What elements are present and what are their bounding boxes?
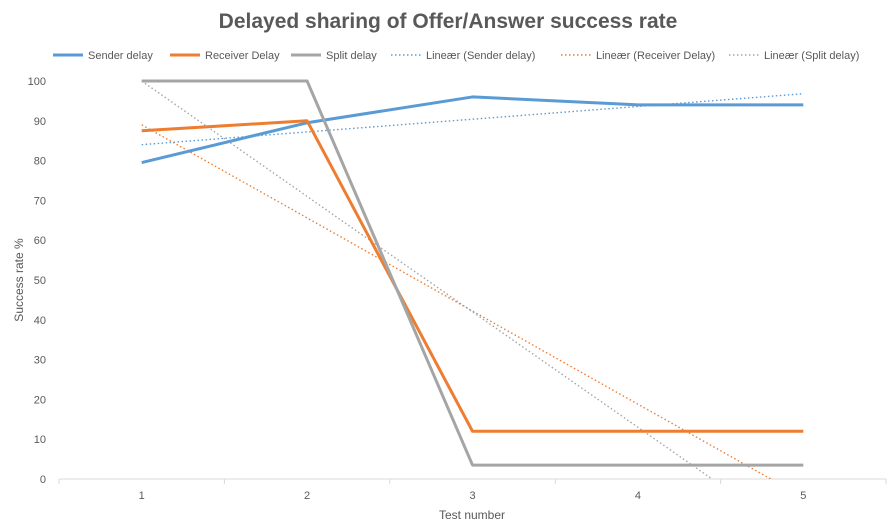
x-tick-label: 2 <box>304 490 310 502</box>
x-tick-label: 5 <box>800 490 806 502</box>
y-tick-label: 60 <box>34 235 46 247</box>
series-line-receiver-delay <box>141 119 804 433</box>
trendline-line-r-receiver-delay <box>141 124 773 479</box>
legend-label: Split delay <box>326 50 377 62</box>
y-tick-label: 40 <box>34 315 46 327</box>
legend-label: Lineær (Receiver Delay) <box>596 50 715 62</box>
y-tick-label: 90 <box>34 116 46 128</box>
legend-label: Lineær (Split delay) <box>764 50 859 62</box>
legend-label: Sender delay <box>88 50 153 62</box>
legend-label: Lineær (Sender delay) <box>426 50 535 62</box>
y-tick-label: 10 <box>34 434 46 446</box>
trendline-line-r-sender-delay <box>141 93 804 146</box>
y-tick-label: 0 <box>40 474 46 486</box>
y-tick-label: 70 <box>34 195 46 207</box>
legend: Sender delay Receiver Delay Split delay Lin… <box>53 50 859 62</box>
legend-item: Lineær (Sender delay) <box>391 50 535 62</box>
y-tick-label: 50 <box>34 275 46 287</box>
y-tick-label: 30 <box>34 355 46 367</box>
legend-item: Sender delay <box>53 50 153 62</box>
x-tick-label: 4 <box>635 490 641 502</box>
x-axis-label: Test number <box>439 508 505 522</box>
legend-item: Split delay <box>291 50 377 62</box>
series-line-sender-delay <box>141 95 804 165</box>
x-tick-label: 1 <box>139 490 145 502</box>
x-axis-ticks: 1 2 3 4 5 <box>58 479 887 502</box>
chart-title: Delayed sharing of Offer/Answer success … <box>219 10 678 33</box>
series-line-split-delay <box>141 79 804 467</box>
x-tick-label: 3 <box>469 490 475 502</box>
y-tick-label: 20 <box>34 394 46 406</box>
y-axis-label: Success rate % <box>12 238 26 322</box>
y-axis-ticks: 0 10 20 30 40 50 60 70 80 90 100 <box>28 76 46 486</box>
series-lines <box>141 79 804 467</box>
legend-label: Receiver Delay <box>205 50 280 62</box>
legend-item: Lineær (Receiver Delay) <box>561 50 715 62</box>
legend-item: Receiver Delay <box>170 50 280 62</box>
y-tick-label: 100 <box>28 76 46 88</box>
y-tick-label: 80 <box>34 156 46 168</box>
legend-item: Lineær (Split delay) <box>729 50 859 62</box>
